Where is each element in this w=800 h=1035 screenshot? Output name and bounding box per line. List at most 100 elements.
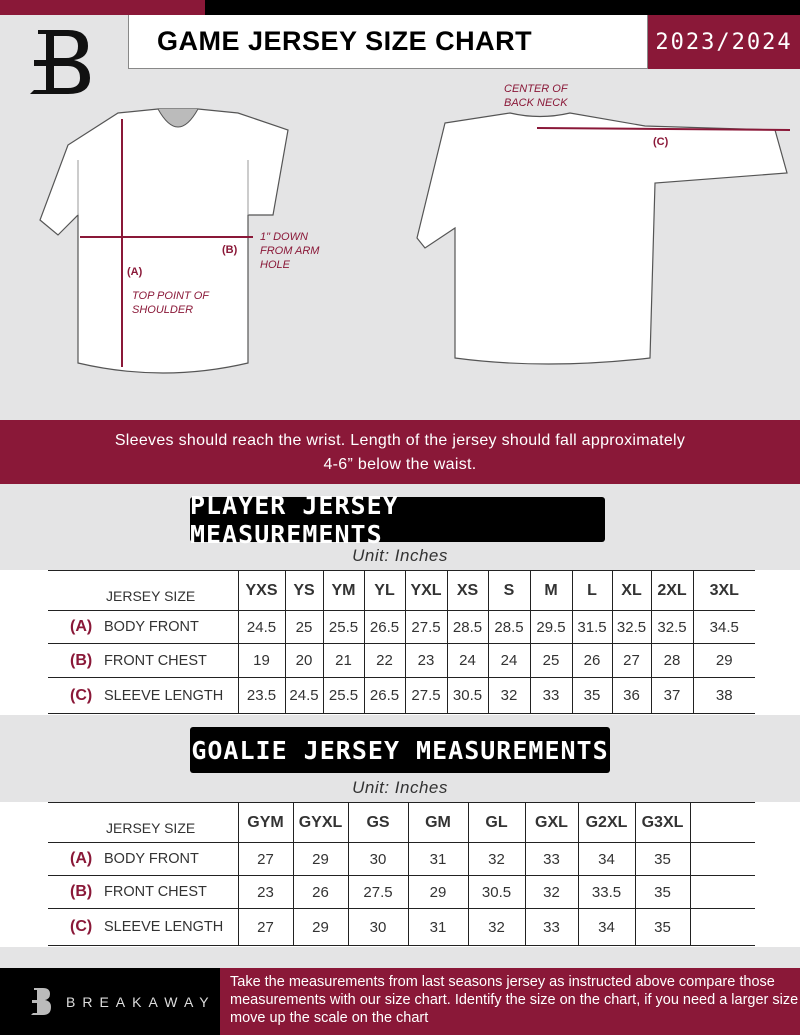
size-header: 2XL <box>650 570 693 611</box>
label-c: (C) <box>653 136 669 148</box>
size-header: YM <box>322 570 364 611</box>
measure-letter: (A) <box>70 618 93 635</box>
size-header: YXL <box>404 570 447 611</box>
measure-value: 30.5 <box>467 875 525 909</box>
goalie-section-title: GOALIE JERSEY MEASUREMENTS <box>190 727 610 773</box>
measure-value: 33 <box>529 677 572 714</box>
size-header: GXL <box>524 802 578 843</box>
measure-label: FRONT CHEST <box>104 652 207 669</box>
size-header <box>689 802 755 843</box>
measure-value: 26 <box>571 643 612 678</box>
measure-value: 27.5 <box>347 875 408 909</box>
measure-value: 26 <box>292 875 348 909</box>
measure-value: 27 <box>611 643 651 678</box>
measure-value: 33 <box>524 842 578 876</box>
measure-value: 26.5 <box>363 610 405 644</box>
measure-value: 27.5 <box>404 677 447 714</box>
measure-letter: (B) <box>70 651 93 669</box>
jersey-size-label: JERSEY SIZE <box>48 570 238 611</box>
table-row: (B) FRONT CHEST 23 26 27.5 29 30.5 32 33.5 35 <box>48 875 755 909</box>
measure-value: 21 <box>322 643 364 678</box>
size-header: XS <box>446 570 488 611</box>
measure-value: 30 <box>347 908 408 946</box>
measure-value: 26.5 <box>363 677 405 714</box>
jersey-size-label: JERSEY SIZE <box>48 802 238 843</box>
size-header: M <box>529 570 572 611</box>
goalie-unit: Unit: Inches <box>352 778 448 797</box>
measure-value: 33 <box>524 908 578 946</box>
measure-value: 28.5 <box>446 610 488 644</box>
measure-value: 29 <box>692 643 755 678</box>
measure-value <box>689 842 755 876</box>
measure-value: 28 <box>650 643 693 678</box>
table-row: (C) SLEEVE LENGTH 23.5 24.5 25.5 26.5 27.5 30.5… <box>48 677 755 714</box>
measure-letter: (C) <box>70 686 93 704</box>
arm-hole-note: 1" DOWN FROM ARM HOLE <box>260 231 320 271</box>
measure-value: 23 <box>237 875 293 909</box>
measure-value: 20 <box>284 643 323 678</box>
instructions-band: Sleeves should reach the wrist. Length o… <box>0 420 800 484</box>
measure-value: 23 <box>404 643 447 678</box>
measure-label: BODY FRONT <box>104 619 199 635</box>
measure-value: 25.5 <box>322 677 364 714</box>
measure-value: 35 <box>634 875 690 909</box>
measure-value: 35 <box>634 908 690 946</box>
center-back-neck-note: CENTER OF BACK NECK <box>504 83 568 109</box>
measure-label: BODY FRONT <box>104 851 199 867</box>
player-section-title: PLAYER JERSEY MEASUREMENTS <box>190 491 605 549</box>
table-row: (A) BODY FRONT 27 29 30 31 32 33 34 35 <box>48 842 755 876</box>
measure-value: 25 <box>529 643 572 678</box>
measure-value: 19 <box>237 643 285 678</box>
player-size-table: JERSEY SIZE YXS YS YM YL YXL XS S M L XL 2XL 3XL (A) B… <box>48 570 755 714</box>
table-row: (C) SLEEVE LENGTH 27 29 30 31 32 33 34 35 <box>48 908 755 946</box>
size-header: GL <box>467 802 525 843</box>
size-header: L <box>571 570 612 611</box>
size-header: GM <box>407 802 468 843</box>
breakaway-logo-small-icon <box>31 987 51 1015</box>
measure-value: 38 <box>692 677 755 714</box>
label-a: (A) <box>127 266 143 278</box>
measure-label: SLEEVE LENGTH <box>104 687 224 704</box>
size-header: GS <box>347 802 408 843</box>
measure-value: 25.5 <box>322 610 364 644</box>
measure-value: 31 <box>407 842 468 876</box>
measure-value: 27 <box>237 908 293 946</box>
footer-brand: BREAKAWAY <box>0 968 220 1035</box>
player-unit: Unit: Inches <box>352 546 448 565</box>
size-header: YS <box>284 570 323 611</box>
breakaway-logo-icon <box>30 30 90 94</box>
season-badge: 2023/2024 <box>648 15 800 69</box>
brand-name: BREAKAWAY <box>66 993 216 1010</box>
measure-value: 29.5 <box>529 610 572 644</box>
measure-value: 31 <box>407 908 468 946</box>
measure-value: 32 <box>467 842 525 876</box>
table-row: (A) BODY FRONT 24.5 25 25.5 26.5 27.5 28.5 28.5 2… <box>48 610 755 644</box>
measure-value: 34.5 <box>692 610 755 644</box>
size-header: S <box>487 570 530 611</box>
measure-value: 23.5 <box>237 677 285 714</box>
size-header: YXS <box>237 570 285 611</box>
measure-value: 29 <box>292 842 348 876</box>
measure-value: 24 <box>446 643 488 678</box>
measure-value: 33.5 <box>577 875 635 909</box>
measure-value: 32 <box>524 875 578 909</box>
measure-value: 35 <box>571 677 612 714</box>
measure-value: 24.5 <box>284 677 323 714</box>
measure-value: 22 <box>363 643 405 678</box>
table-row: (B) FRONT CHEST 19 20 21 22 23 24 24 25 26 27 28 29 <box>48 643 755 678</box>
size-header: YL <box>363 570 405 611</box>
measure-value: 24.5 <box>237 610 285 644</box>
measure-value <box>689 908 755 946</box>
measure-value: 29 <box>407 875 468 909</box>
page-title: GAME JERSEY SIZE CHART <box>128 15 648 69</box>
goalie-size-table: JERSEY SIZE GYM GYXL GS GM GL GXL G2XL G3XL (A) BO… <box>48 802 755 946</box>
size-header: XL <box>611 570 651 611</box>
measure-value: 24 <box>487 643 530 678</box>
measure-value: 28.5 <box>487 610 530 644</box>
jersey-back-diagram <box>416 112 790 365</box>
measure-value: 27 <box>237 842 293 876</box>
measure-value: 32 <box>467 908 525 946</box>
measure-value: 30 <box>347 842 408 876</box>
measure-label: FRONT CHEST <box>104 884 207 900</box>
jersey-front-diagram <box>39 108 289 374</box>
